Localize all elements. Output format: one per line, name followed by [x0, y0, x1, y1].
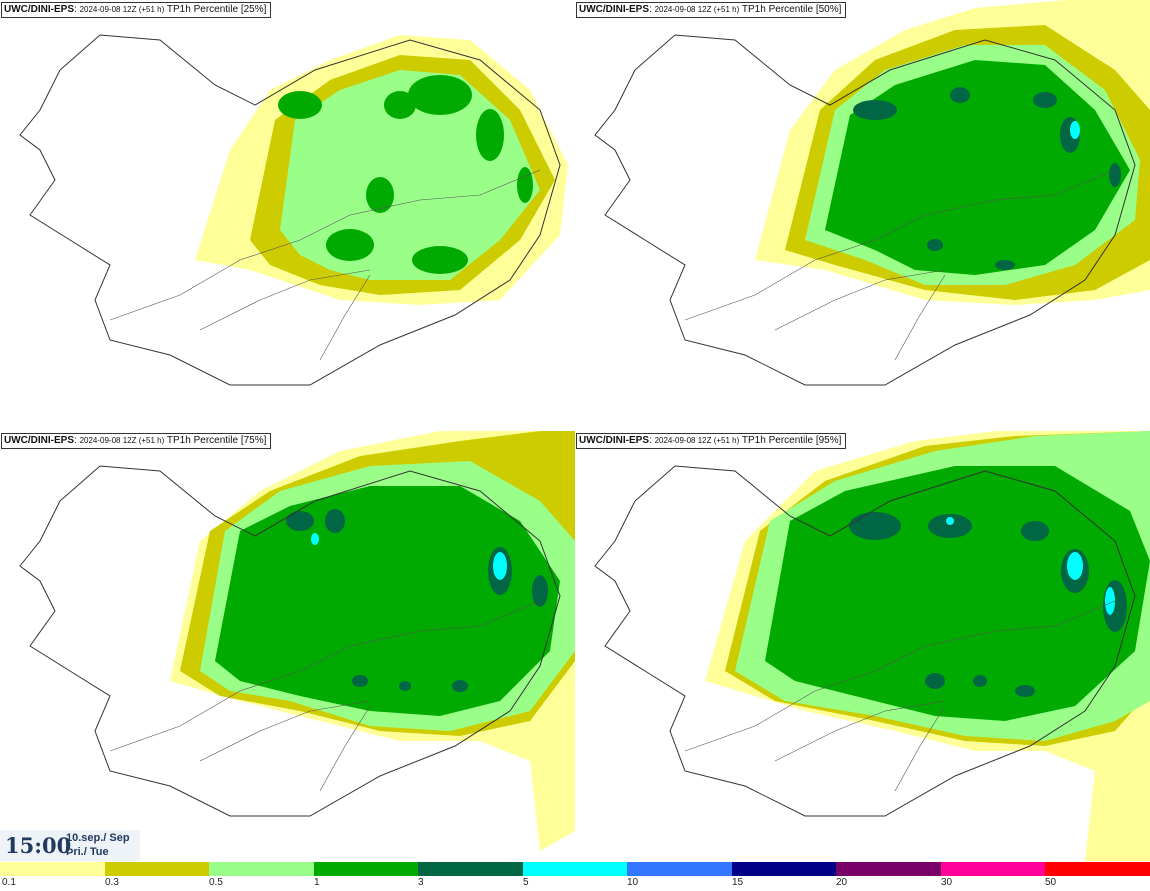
- scale-tick-label: 5: [523, 877, 529, 888]
- map-panel-p75: UWC/DINI-EPS: 2024-09-08 12Z (+51 h) TP1…: [0, 431, 575, 861]
- map-panel-p50: UWC/DINI-EPS: 2024-09-08 12Z (+51 h) TP1…: [575, 0, 1150, 430]
- scale-tick-label: 20: [836, 877, 848, 888]
- color-swatch: [627, 862, 732, 876]
- color-swatch: [313, 862, 419, 876]
- color-scale-bar: [0, 862, 1150, 876]
- valid-date: 10.sep./ Sep: [66, 832, 130, 844]
- scale-tick-label: 10: [627, 877, 639, 888]
- color-swatch: [209, 862, 314, 876]
- precip-map-p95: [594, 431, 1150, 861]
- scale-tick-label: 0.1: [2, 877, 16, 888]
- panel-title: UWC/DINI-EPS: 2024-09-08 12Z (+51 h) TP1…: [576, 2, 847, 18]
- valid-weekday: Þri./ Tue: [66, 846, 109, 858]
- color-scale-ticks: 0.1 0.3 0.5 1 3 5 10 15 20 30 50: [0, 877, 1150, 891]
- model-name: UWC/DINI-EPS: [4, 435, 74, 446]
- scale-tick-label: 1: [314, 877, 320, 888]
- model-name: UWC/DINI-EPS: [579, 435, 649, 446]
- scale-tick-label: 15: [732, 877, 744, 888]
- valid-time-box: 15:00 10.sep./ Sep Þri./ Tue: [0, 830, 140, 861]
- color-swatch: [836, 862, 941, 876]
- panel-title: UWC/DINI-EPS: 2024-09-08 12Z (+51 h) TP1…: [1, 433, 272, 449]
- run-info: 2024-09-08 12Z (+51 h): [654, 5, 740, 14]
- color-swatch: [418, 862, 523, 876]
- run-info: 2024-09-08 12Z (+51 h): [654, 436, 740, 445]
- color-swatch: [940, 862, 1046, 876]
- precip-map-p50: [594, 0, 1150, 386]
- product-name: TP1h Percentile [50%]: [741, 4, 842, 15]
- product-name: TP1h Percentile [25%]: [166, 4, 267, 15]
- panel-title: UWC/DINI-EPS: 2024-09-08 12Z (+51 h) TP1…: [1, 2, 272, 18]
- model-name: UWC/DINI-EPS: [4, 4, 74, 15]
- color-swatch: [731, 862, 837, 876]
- model-name: UWC/DINI-EPS: [579, 4, 649, 15]
- scale-tick-label: 30: [941, 877, 953, 888]
- scale-tick-label: 0.5: [209, 877, 223, 888]
- run-info: 2024-09-08 12Z (+51 h): [79, 436, 165, 445]
- panel-title: UWC/DINI-EPS: 2024-09-08 12Z (+51 h) TP1…: [576, 433, 847, 449]
- map-panel-p25: UWC/DINI-EPS: 2024-09-08 12Z (+51 h) TP1…: [0, 0, 575, 430]
- color-swatch: [522, 862, 628, 876]
- valid-time: 15:00: [5, 833, 72, 858]
- scale-tick-label: 50: [1045, 877, 1057, 888]
- product-name: TP1h Percentile [75%]: [166, 435, 267, 446]
- product-name: TP1h Percentile [95%]: [741, 435, 842, 446]
- run-info: 2024-09-08 12Z (+51 h): [79, 5, 165, 14]
- precip-map-p75: [19, 431, 575, 851]
- color-swatch: [0, 862, 105, 876]
- map-panel-p95: UWC/DINI-EPS: 2024-09-08 12Z (+51 h) TP1…: [575, 431, 1150, 861]
- precip-map-p25: [19, 34, 568, 386]
- scale-tick-label: 3: [418, 877, 424, 888]
- color-swatch: [1045, 862, 1150, 876]
- scale-tick-label: 0.3: [105, 877, 119, 888]
- color-swatch: [104, 862, 210, 876]
